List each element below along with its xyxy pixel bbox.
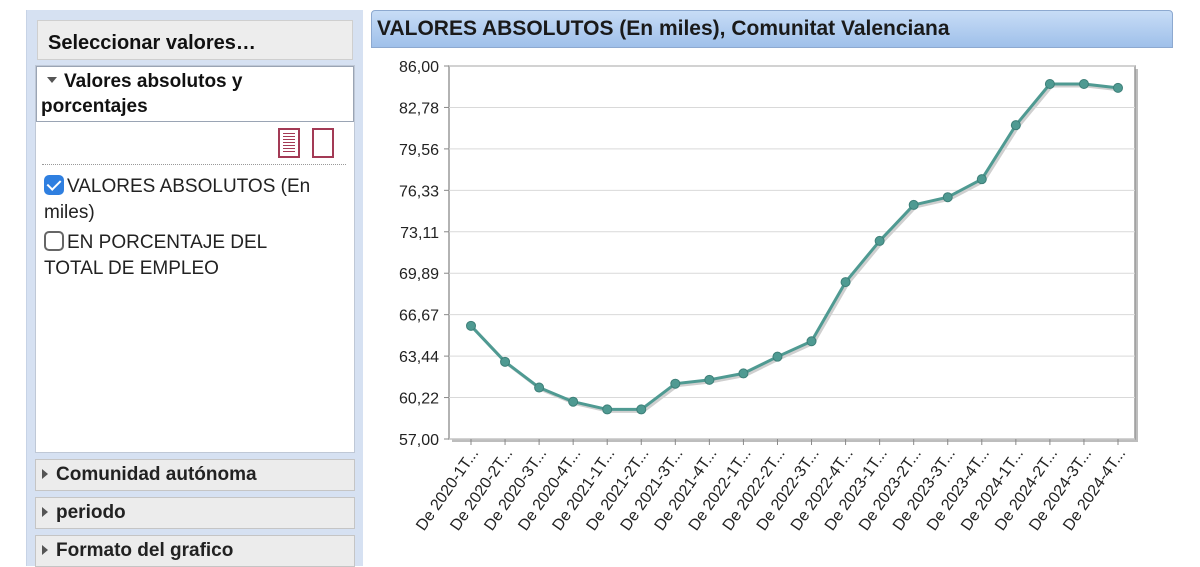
y-tick-label: 86,00 [399, 59, 439, 76]
checkbox-checked-icon[interactable] [44, 175, 64, 195]
data-point [1010, 120, 1021, 131]
list-view-icon[interactable] [278, 128, 300, 158]
section-values-open: Valores absolutos y porcentajes VALORES … [35, 65, 355, 453]
data-point [1113, 82, 1123, 93]
option-label-line2: miles) [44, 202, 95, 223]
blank-page-icon[interactable] [312, 128, 334, 158]
data-point [1044, 79, 1055, 90]
y-tick-label: 57,00 [399, 432, 439, 449]
y-tick-label: 60,22 [399, 391, 439, 408]
section-title-values[interactable]: Valores absolutos y porcentajes [36, 66, 354, 122]
section-toolbar [278, 128, 334, 160]
option-label-line1: EN PORCENTAJE DEL [67, 232, 268, 253]
section-formato[interactable]: Formato del grafico [35, 535, 355, 567]
option-label-line1: VALORES ABSOLUTOS (En [67, 176, 311, 197]
section-comunidad[interactable]: Comunidad autónoma [35, 459, 355, 491]
data-point [976, 174, 987, 185]
series-line [469, 82, 1119, 411]
plot-area [448, 65, 1136, 440]
data-point [602, 404, 613, 415]
y-tick-label: 73,11 [400, 225, 439, 242]
section-title-line2: porcentajes [41, 96, 148, 117]
option-valores-absolutos[interactable]: VALORES ABSOLUTOS (En miles) [44, 174, 344, 226]
caret-down-icon [47, 77, 57, 84]
y-tick-label: 82,78 [399, 100, 439, 117]
data-point [568, 396, 579, 407]
y-tick-label: 66,67 [399, 308, 439, 325]
series-line-shadow [471, 84, 1121, 413]
data-point [636, 404, 647, 415]
data-point [806, 336, 817, 347]
data-point [670, 378, 681, 389]
caret-right-icon [42, 544, 48, 555]
selection-panel: Seleccionar valores… Valores absolutos y… [26, 10, 363, 567]
chart-title: VALORES ABSOLUTOS (En miles), Comunitat … [371, 10, 1173, 48]
data-point [908, 199, 919, 210]
section-title-line1: Valores absolutos y [64, 71, 243, 92]
section-label: periodo [56, 502, 126, 523]
panel-header: Seleccionar valores… [37, 20, 353, 60]
option-porcentaje[interactable]: EN PORCENTAJE DEL TOTAL DE EMPLEO [44, 230, 344, 282]
section-label: Formato del grafico [56, 540, 234, 561]
data-point [874, 235, 885, 246]
y-tick-label: 76,33 [399, 183, 439, 200]
caret-right-icon [42, 468, 48, 479]
section-label: Comunidad autónoma [56, 464, 257, 485]
caret-right-icon [42, 506, 48, 517]
data-point [1078, 79, 1089, 90]
data-point [840, 277, 851, 288]
option-label-line2: TOTAL DE EMPLEO [44, 258, 219, 279]
y-tick-label: 69,89 [399, 266, 439, 283]
checkbox-unchecked-icon[interactable] [44, 231, 64, 251]
data-point [738, 368, 749, 379]
data-point [534, 382, 545, 393]
divider [42, 164, 346, 165]
data-point [772, 351, 783, 362]
y-tick-label: 79,56 [399, 142, 439, 159]
data-point [704, 374, 715, 385]
data-point [500, 356, 511, 367]
section-periodo[interactable]: periodo [35, 497, 355, 529]
data-point [942, 192, 953, 203]
data-point [466, 320, 476, 331]
y-tick-label: 63,44 [399, 349, 439, 366]
